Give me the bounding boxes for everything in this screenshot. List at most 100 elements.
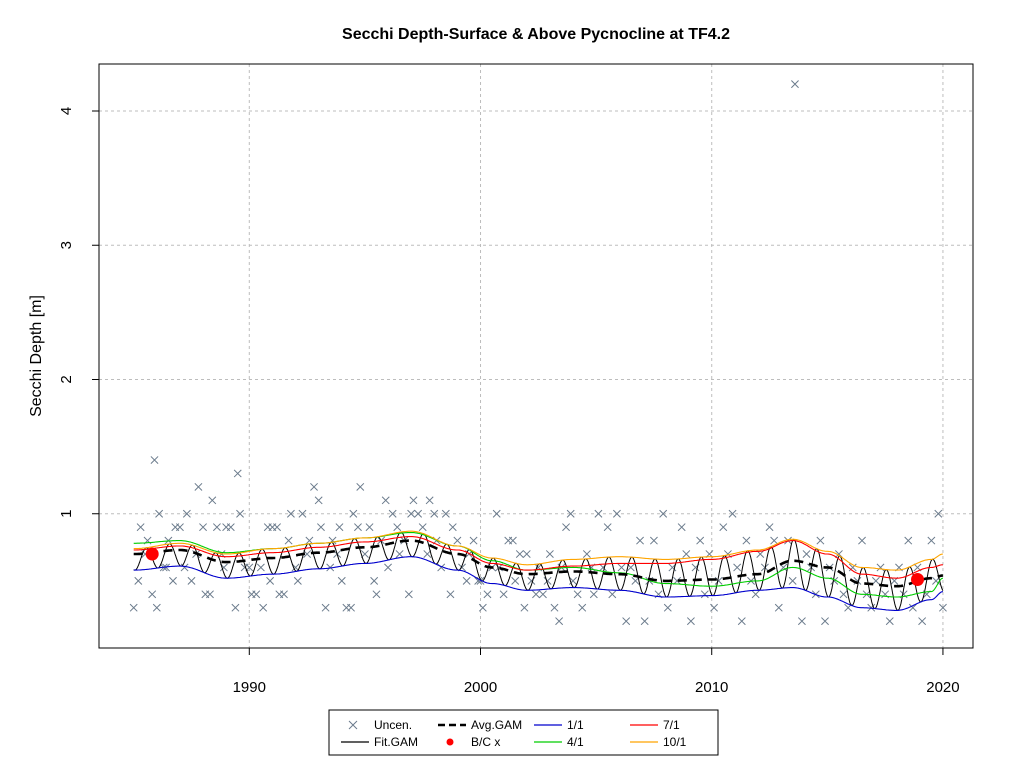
legend-label: 7/1 [663,718,680,732]
observation-point [321,603,330,612]
observation-point [538,590,547,599]
observation-point [566,509,575,518]
observation-point [284,536,293,545]
observation-point [231,603,240,612]
observation-point [603,523,612,532]
y-axis-label: Secchi Depth [m] [28,295,45,417]
avg-gam-line [133,539,944,588]
observation-point [335,523,344,532]
observation-point [696,536,705,545]
observation-point [206,590,214,599]
observation-point [927,536,936,545]
observation-point [686,617,695,626]
observation-point [280,590,288,599]
observation-point [370,576,379,585]
observation-point [236,509,244,518]
observation-point [194,482,203,491]
series-line-7-1 [133,536,943,579]
observation-point [407,509,416,518]
observation-point [608,590,617,599]
observation-point [797,617,806,626]
observation-point [266,576,275,585]
observation-point [150,456,159,464]
fit-gam-line [133,531,944,611]
observation-point [354,523,362,532]
chart-title: Secchi Depth-Surface & Above Pycnocline … [342,26,730,43]
observation-point [858,536,866,545]
y-tick-label: 4 [58,107,75,115]
observation-point [511,576,520,585]
observation-point [871,576,880,585]
observation-point [885,617,894,626]
observation-point [573,590,582,599]
y-tick-label: 1 [58,510,75,518]
observation-point [384,563,392,572]
y-tick-label: 2 [58,375,75,383]
observation-point [305,536,314,545]
observation-point [152,603,161,612]
observation-point [393,523,402,532]
observation-point [423,550,432,558]
observation-point [395,550,404,558]
observation-point [802,550,811,558]
observation-point [233,469,242,478]
observation-point [182,509,191,518]
observation-point [349,509,358,518]
observation-point [682,550,691,558]
observation-point [337,576,346,585]
observation-point [298,509,307,518]
observation-point [441,509,450,518]
x-tick-label: 2020 [926,679,959,696]
observation-point [908,603,917,612]
observation-point [663,603,672,612]
observation-point [180,563,189,572]
observation-point [418,523,427,532]
observation-point [751,590,760,599]
observation-point [839,590,848,599]
observation-point [492,509,501,518]
observation-point [360,550,369,558]
observation-point [372,590,381,599]
observation-point [199,523,208,532]
observation-point [478,603,487,612]
observation-point [314,496,323,505]
observation-point [582,550,591,558]
legend-label: 4/1 [567,735,584,749]
observation-point [659,509,668,518]
observation-point [631,576,640,585]
observation-point [522,550,531,558]
observation-point [938,603,947,612]
observation-point [934,509,943,518]
observation-point [904,536,913,545]
observation-point [640,617,649,626]
observation-point [187,576,196,585]
x-tick-label: 2000 [464,679,497,696]
observation-point [742,536,751,545]
bc-point [145,547,159,561]
observation-point [169,576,177,585]
observation-point [710,603,718,612]
observation-point [719,523,728,532]
observation-point [499,590,508,599]
observation-point [617,563,626,572]
observation-point [430,509,439,518]
observation-point [848,563,857,572]
observation-point [469,536,478,545]
observation-point [404,590,413,599]
observation-point [273,523,281,532]
observation-point [700,590,709,599]
legend-label: 10/1 [663,735,687,749]
observation-point [733,563,742,572]
observation-point [453,536,462,545]
observation-point [148,590,157,599]
observation-point [545,550,554,558]
legend-label: 1/1 [567,718,584,732]
legend-label: B/C x [471,735,500,749]
plot-frame [98,63,974,649]
observation-point [589,590,598,599]
observation-point [765,523,774,532]
observation-point [550,603,559,612]
observation-point [474,576,483,585]
observation-point [918,617,927,626]
